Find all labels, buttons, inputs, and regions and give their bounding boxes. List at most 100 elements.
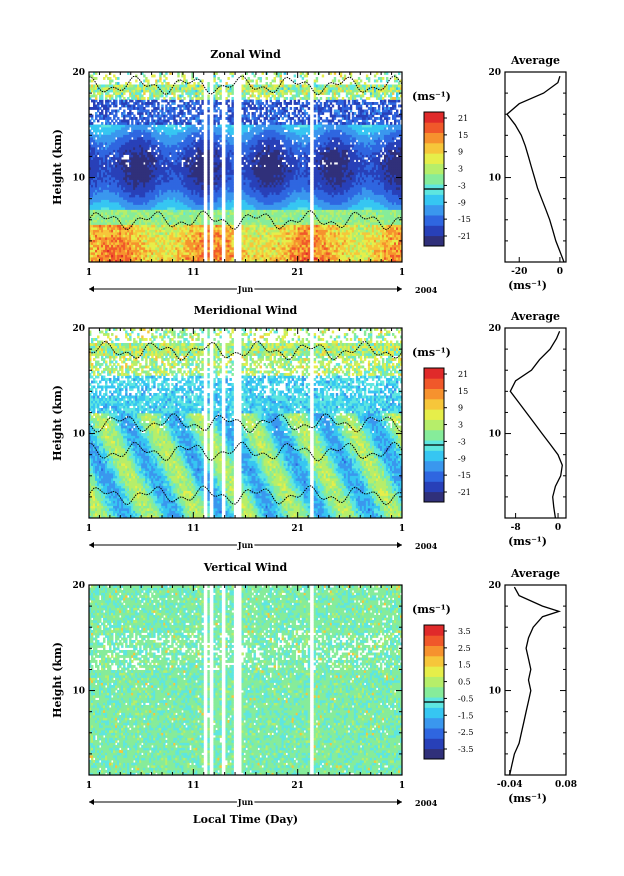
heatmap-cell	[201, 247, 203, 250]
heatmap-cell	[115, 115, 117, 118]
heatmap-cell	[201, 185, 203, 188]
heatmap-cell	[231, 220, 233, 223]
heatmap-cell	[109, 105, 111, 108]
heatmap-cell	[207, 175, 209, 178]
heatmap-cell	[207, 145, 209, 148]
heatmap-cell	[159, 77, 161, 80]
heatmap-cell	[201, 235, 203, 238]
heatmap-cell	[207, 152, 209, 155]
heatmap-cell	[201, 172, 203, 175]
heatmap-cell	[91, 122, 93, 125]
heatmap-cell	[201, 225, 203, 228]
heatmap-cell	[143, 107, 145, 110]
heatmap-cell	[231, 107, 233, 110]
heatmap-cell	[113, 122, 115, 125]
heatmap-cell	[219, 247, 221, 250]
heatmap-cell	[167, 155, 169, 158]
heatmap-cell	[207, 232, 209, 235]
heatmap-cell	[231, 137, 233, 140]
heatmap-cell	[201, 167, 203, 170]
heatmap-cell	[165, 95, 167, 98]
heatmap-cell	[101, 145, 103, 148]
heatmap-cell	[187, 107, 189, 110]
heatmap-cell	[231, 105, 233, 108]
heatmap-cell	[159, 117, 161, 120]
heatmap-cell	[107, 120, 109, 123]
heatmap-cell	[219, 162, 221, 165]
heatmap-cell	[227, 95, 229, 98]
heatmap-cell	[219, 192, 221, 195]
heatmap-cell	[207, 82, 209, 85]
heatmap-cell	[201, 192, 203, 195]
heatmap-cell	[101, 165, 103, 168]
heatmap-cell	[207, 250, 209, 253]
heatmap-cell	[167, 102, 169, 105]
heatmap-cell	[163, 125, 165, 128]
heatmap-cell	[121, 155, 123, 158]
heatmap-cell	[231, 257, 233, 260]
heatmap-cell	[115, 97, 117, 100]
heatmap-cell	[111, 152, 113, 155]
heatmap-cell	[189, 95, 191, 98]
heatmap-cell	[207, 225, 209, 228]
heatmap-cell	[215, 82, 217, 85]
heatmap-cell	[107, 92, 109, 95]
heatmap-cell	[201, 212, 203, 215]
heatmap-cell	[231, 152, 233, 155]
heatmap-cell	[143, 92, 145, 95]
heatmap-cell	[201, 242, 203, 245]
heatmap-cell	[127, 127, 129, 130]
heatmap-cell	[161, 105, 163, 108]
heatmap-cell	[219, 215, 221, 218]
heatmap-cell	[105, 75, 107, 78]
heatmap-cell	[219, 200, 221, 203]
heatmap-cell	[109, 162, 111, 165]
heatmap-cell	[127, 120, 129, 123]
heatmap-cell	[219, 222, 221, 225]
heatmap-cell	[201, 207, 203, 210]
heatmap-cell	[189, 105, 191, 108]
heatmap-cell	[117, 77, 119, 80]
heatmap-cell	[119, 107, 121, 110]
heatmap-cell	[219, 80, 221, 83]
heatmap-cell	[199, 107, 201, 110]
heatmap-cell	[173, 97, 175, 100]
heatmap-cell	[105, 97, 107, 100]
heatmap-cell	[225, 82, 227, 85]
heatmap-cell	[207, 235, 209, 238]
heatmap-cell	[129, 115, 131, 118]
heatmap-cell	[219, 252, 221, 255]
heatmap-cell	[241, 120, 243, 123]
heatmap-cell	[145, 150, 147, 153]
heatmap-cell	[155, 82, 157, 85]
heatmap-cell	[123, 112, 125, 115]
heatmap-cell	[231, 170, 233, 173]
heatmap-cell	[109, 77, 111, 80]
heatmap-cell	[193, 165, 195, 168]
heatmap-cell	[147, 80, 149, 83]
heatmap-cell	[248, 115, 250, 118]
heatmap-cell	[175, 107, 177, 110]
heatmap-cell	[219, 195, 221, 198]
heatmap-cell	[219, 137, 221, 140]
heatmap-cell	[231, 222, 233, 225]
heatmap-cell	[193, 125, 195, 128]
heatmap-cell	[231, 100, 233, 103]
heatmap-cell	[207, 172, 209, 175]
heatmap-cell	[145, 77, 147, 80]
heatmap-cell	[231, 90, 233, 93]
heatmap-cell	[127, 122, 129, 125]
heatmap-cell	[207, 122, 209, 125]
heatmap-cell	[141, 105, 143, 108]
heatmap-cell	[163, 112, 165, 115]
heatmap-cell	[167, 82, 169, 85]
heatmap-cell	[129, 137, 131, 140]
heatmap-cell	[231, 145, 233, 148]
heatmap-cell	[93, 102, 95, 105]
heatmap-cell	[219, 257, 221, 260]
heatmap-cell	[219, 235, 221, 238]
heatmap-cell	[219, 102, 221, 105]
heatmap-cell	[199, 155, 201, 158]
heatmap-cell	[207, 165, 209, 168]
heatmap-cell	[201, 112, 203, 115]
